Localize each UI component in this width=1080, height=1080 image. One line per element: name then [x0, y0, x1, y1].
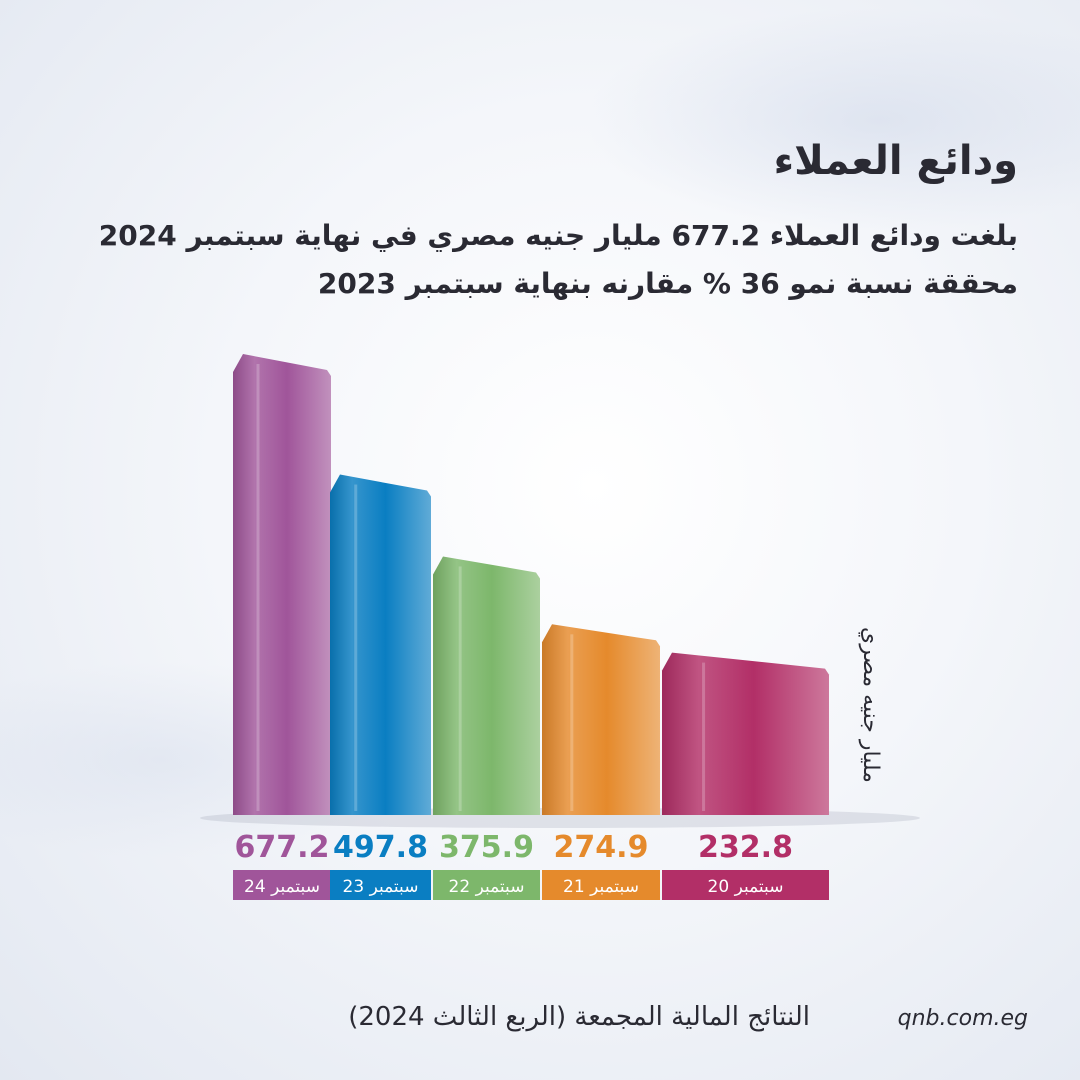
footer-url[interactable]: qnb.com.eg [897, 1006, 1028, 1031]
category-label-2: سبتمبر 23 [343, 877, 419, 897]
bar-5-highlight [702, 662, 706, 811]
value-label-3: 375.9 [439, 830, 534, 865]
category-band-2 [330, 870, 431, 900]
bar-4-highlight [570, 634, 574, 811]
category-label-1: سبتمبر 24 [244, 877, 320, 897]
bar-2-highlight [354, 484, 358, 811]
value-label-4: 274.9 [554, 830, 649, 865]
y-axis-label: مليار جنيه مصري [858, 627, 883, 783]
category-band-1 [233, 870, 331, 900]
bar-3 [433, 556, 540, 815]
category-band-3 [433, 870, 540, 900]
bar-3-highlight [458, 566, 462, 811]
bar-5 [662, 652, 829, 815]
page-subtitle: بلغت ودائع العملاء 677.2 مليار جنيه مصري… [58, 212, 1018, 308]
bar-1-highlight [256, 364, 260, 811]
bar-2 [330, 474, 431, 815]
subtitle-line-2: محققة نسبة نمو 36 % مقارنه بنهاية سبتمبر… [317, 267, 1018, 300]
category-label-4: سبتمبر 21 [563, 877, 639, 897]
bar-4 [542, 624, 660, 815]
category-band-5 [662, 870, 829, 900]
category-label-5: سبتمبر 20 [708, 877, 784, 897]
value-label-1: 677.2 [235, 830, 330, 865]
subtitle-line-1: بلغت ودائع العملاء 677.2 مليار جنيه مصري… [98, 219, 1018, 252]
category-label-3: سبتمبر 22 [449, 877, 525, 897]
footer-title: النتائج المالية المجمعة (الربع الثالث 20… [348, 1002, 810, 1032]
value-label-2: 497.8 [333, 830, 428, 865]
page-title: ودائع العملاء [773, 138, 1018, 184]
bar-1 [233, 354, 331, 815]
category-band-4 [542, 870, 660, 900]
value-label-5: 232.8 [698, 830, 793, 865]
